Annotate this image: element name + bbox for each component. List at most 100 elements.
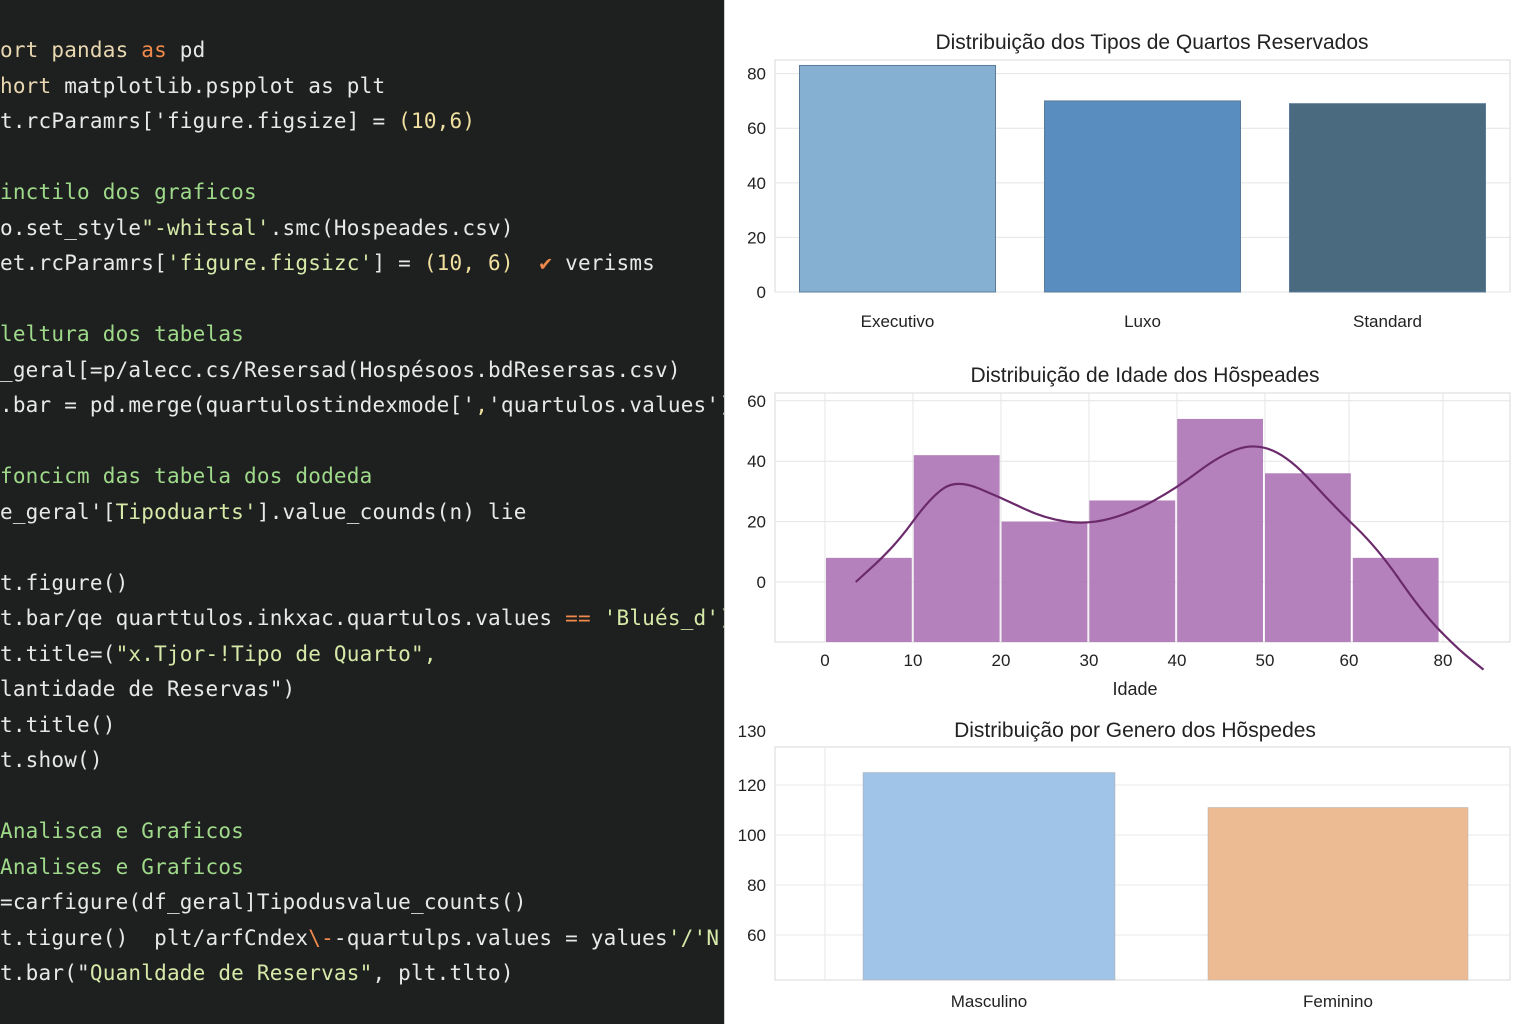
pane-divider[interactable] [724,0,725,1024]
code-token: 'Blués_d') [603,606,724,630]
code-line[interactable]: Analisca e Graficos [0,816,244,846]
code-line[interactable]: t.figure() [0,568,128,598]
chart2-ytick-label: 0 [757,573,766,592]
chart2-title: Distribuição de Idade dos Hõspeades [970,364,1319,387]
chart2-hist-bar [1089,500,1176,642]
code-token: (10,6) [398,109,476,133]
code-token: \- [308,925,334,950]
code-line[interactable]: _geral[=p/alecc.cs/Resersad(Hospésoos.bd… [0,355,681,385]
code-token: '/'N' [667,925,724,950]
code-token: o.set_style [0,215,142,240]
code-token: "-whitsal' [141,215,270,240]
code-token: "x.Tjor-!Tipo de Quarto", [115,641,437,666]
code-token: foncicm das tabela dos dodeda [0,464,373,488]
code-token: , plt.tlto) [372,961,514,985]
code-token: t.tigure() plt/arfCndex [0,925,309,950]
chart1-ytick-label: 20 [747,228,766,247]
code-line[interactable]: ort pandas as pd [0,35,206,65]
code-token: t.bar/qe quarttulos.inkxac.quartulos.val… [0,606,553,630]
code-token: Analises e Graficos [0,854,245,879]
chart2-xtick-label: 80 [1434,651,1453,670]
code-token: ✔ [513,251,566,275]
chart3-ytick-label: 60 [747,926,766,945]
code-line[interactable]: =carfigure(df_geral]Tipodusvalue_counts(… [0,887,527,917]
room-type-bar-chart: 0 20 40 60 80 Executivo Luxo Standard [747,59,1511,331]
age-histogram-chart: 0 20 40 60 0 10 20 30 40 50 60 80 [747,392,1511,671]
gender-bar-chart: 60 80 100 120 130 Masculino Feminino [738,722,1511,1011]
code-line[interactable]: o.set_style"-whitsal'.smc(Hospeades.csv) [0,213,514,243]
code-token: Tipodusvalue_counts() [256,890,527,914]
chart2-hist-bar [1265,473,1351,642]
code-line[interactable]: et.rcParamrs['figure.figsizc'] = (10, 6)… [0,248,655,278]
code-token: hort [0,73,65,98]
code-line[interactable]: t.title=("x.Tjor-!Tipo de Quarto", [0,639,437,669]
code-line[interactable]: hort matplotlib.pspplot as plt [0,71,385,101]
chart2-xlabel: Idade [1112,679,1157,699]
chart2-xtick-label: 50 [1256,651,1275,670]
chart2-hist-bar [1177,418,1263,642]
code-token: .smc(Hospeades.csv) [269,215,514,240]
chart1-bar [799,64,996,293]
code-token: , [475,393,489,417]
charts-canvas: Distribuição dos Tipos de Quartos Reserv… [738,31,1511,1011]
chart2-ytick-label: 40 [747,452,766,471]
chart3-xtick-label: Feminino [1303,992,1373,1011]
chart3-bar [1207,807,1469,981]
chart1-xtick-label: Standard [1353,312,1422,331]
chart3-ytick-label: 100 [738,826,766,845]
code-line[interactable]: leltura dos tabelas [0,319,244,349]
chart3-title: Distribuição por Genero dos Hõspedes [954,719,1316,742]
chart1-ytick-label: 40 [747,174,766,193]
chart3-xtick-label: Masculino [951,992,1028,1011]
code-token: t.rcParamrs['figure.figsize] = [0,109,399,133]
code-token: _geral[=p/alecc.cs/Resersad(Hospésoos.bd… [0,357,681,382]
code-line[interactable]: lantidade de Reservas") [0,674,295,704]
code-token: matplotlib.pspplot as plt [64,73,386,98]
code-line[interactable]: foncicm das tabela dos dodeda [0,461,372,491]
code-token: t.title=( [0,641,116,666]
code-line[interactable]: t.bar/qe quarttulos.inkxac.quartulos.val… [0,603,724,633]
chart2-xtick-label: 40 [1168,651,1187,670]
code-token: lantidade de Reservas") [0,677,296,701]
chart1-bar [1044,100,1241,293]
code-token: t.bar(" [0,961,90,985]
code-line[interactable]: Analises e Graficos [0,852,244,882]
code-line[interactable]: inctilo dos graficos [0,177,257,207]
chart2-hist-bar [1352,557,1439,642]
chart2-xtick-label: 0 [820,651,829,670]
chart2-xtick-label: 60 [1340,651,1359,670]
chart3-bar [862,772,1116,981]
code-line[interactable]: .bar = pd.merge(quartulostindexmode[','q… [0,390,724,420]
code-token: 'quartulos.values') [488,393,724,417]
code-line[interactable]: t.title() [0,710,116,740]
chart1-xtick-label: Luxo [1124,312,1161,331]
chart1-bar [1289,103,1486,293]
code-token: e_geral'[ [0,499,116,524]
code-token: =carfigure(df_geral] [0,890,257,914]
chart2-hist-bar [913,455,1000,642]
code-editor[interactable]: ort pandas as pd hort matplotlib.pspplot … [0,0,724,1024]
chart3-ytick-label: 120 [738,776,766,795]
code-line[interactable]: t.bar("Quanldade de Reservas", plt.tlto) [0,958,514,988]
code-token: pd [166,38,206,62]
code-token: t.figure() [0,570,129,595]
code-line[interactable]: t.rcParamrs['figure.figsize] = (10,6) [0,106,475,136]
code-line[interactable]: e_geral'[Tipoduarts'].value_counds(n) li… [0,497,527,527]
code-token: ort pandas [0,38,142,62]
code-token: 'figure.figsizc' [166,251,373,275]
code-line[interactable]: t.show() [0,745,103,775]
code-token: .bar = pd.merge(quartulostindexmode[' [0,393,476,417]
chart2-kde-line [854,445,1485,671]
code-token: ] = [372,251,424,275]
code-token: Quanldade de Reservas" [89,961,373,985]
code-token: == [552,606,604,630]
chart2-ytick-label: 60 [747,392,766,411]
code-token: ].value_counds(n) lie [256,499,527,524]
code-token: leltura dos tabelas [0,322,245,346]
chart3-ytick-label: 130 [738,722,766,741]
chart1-title: Distribuição dos Tipos de Quartos Reserv… [935,31,1368,54]
code-token: -quartulps.values = yalues [333,925,668,950]
code-token: inctilo dos graficos [0,180,257,204]
chart2-hist-bar [1001,521,1088,642]
code-line[interactable]: t.tigure() plt/arfCndex\--quartulps.valu… [0,923,724,953]
